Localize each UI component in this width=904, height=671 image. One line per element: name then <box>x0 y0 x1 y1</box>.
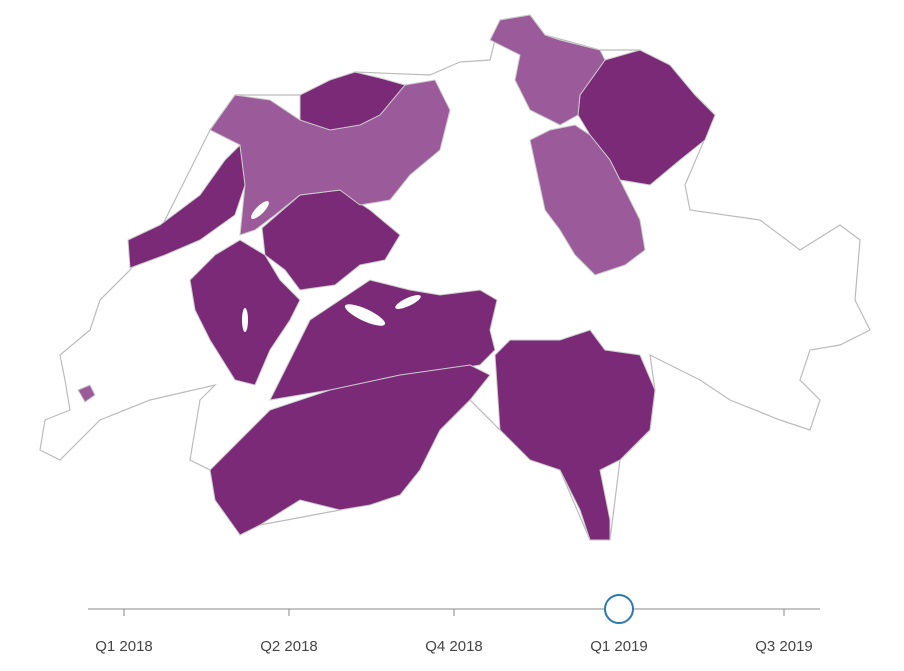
timeline-label[interactable]: Q1 2019 <box>590 638 648 655</box>
lake <box>251 201 269 219</box>
timeline-handle[interactable] <box>604 594 634 624</box>
timeline: Q1 2018 Q2 2018 Q4 2018 Q1 2019 Q3 2019 <box>88 594 820 655</box>
timeline-label[interactable]: Q4 2018 <box>425 638 483 655</box>
region <box>529 124 646 276</box>
lake <box>344 304 386 326</box>
region <box>494 329 656 541</box>
country-outline <box>39 14 871 541</box>
map <box>39 14 871 541</box>
region <box>209 79 451 236</box>
lake <box>242 308 248 332</box>
region <box>77 384 96 403</box>
region <box>209 364 491 536</box>
lake <box>395 295 421 309</box>
region <box>489 14 606 126</box>
timeline-label[interactable]: Q2 2018 <box>260 638 318 655</box>
timeline-label[interactable]: Q3 2019 <box>755 638 813 655</box>
timeline-label[interactable]: Q1 2018 <box>95 638 153 655</box>
